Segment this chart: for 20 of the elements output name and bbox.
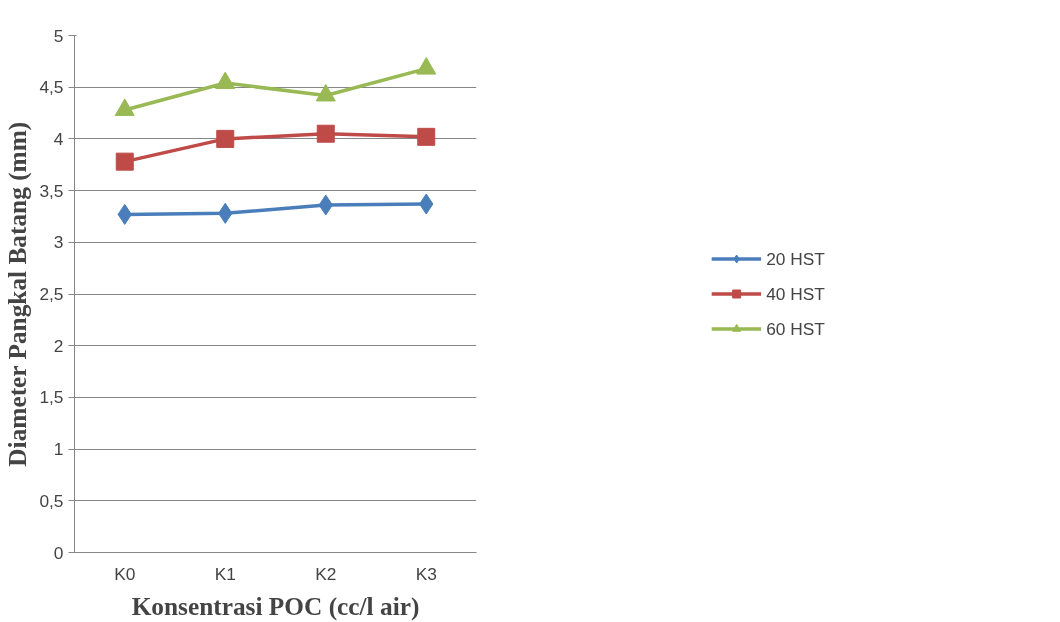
legend-label: 20 HST xyxy=(766,248,825,269)
y-tick-label: 2 xyxy=(53,335,64,356)
x-axis-title: Konsentrasi POC (cc/l air) xyxy=(131,591,420,621)
y-tick-label: 5 xyxy=(53,25,64,46)
legend-label: 40 HST xyxy=(766,283,825,304)
x-tick-label: K1 xyxy=(214,563,236,584)
x-tick-label: K3 xyxy=(415,563,437,584)
legend-label: 60 HST xyxy=(766,318,825,339)
y-tick-label: 0,5 xyxy=(39,490,64,511)
y-tick-label: 4 xyxy=(53,128,64,149)
y-tick-label: 2,5 xyxy=(39,284,64,304)
y-tick-label: 0 xyxy=(53,542,64,563)
x-tick-label: K2 xyxy=(315,563,337,584)
y-tick-label: 1,5 xyxy=(39,387,64,408)
y-tick-label: 3 xyxy=(53,232,64,253)
x-tick-label: K0 xyxy=(114,563,136,584)
y-tick-label: 4,5 xyxy=(39,77,64,98)
y-axis-title: Diameter Pangkal Batang (mm) xyxy=(3,121,33,467)
y-tick-label: 3,5 xyxy=(39,180,64,201)
y-tick-label: 1 xyxy=(53,439,64,460)
